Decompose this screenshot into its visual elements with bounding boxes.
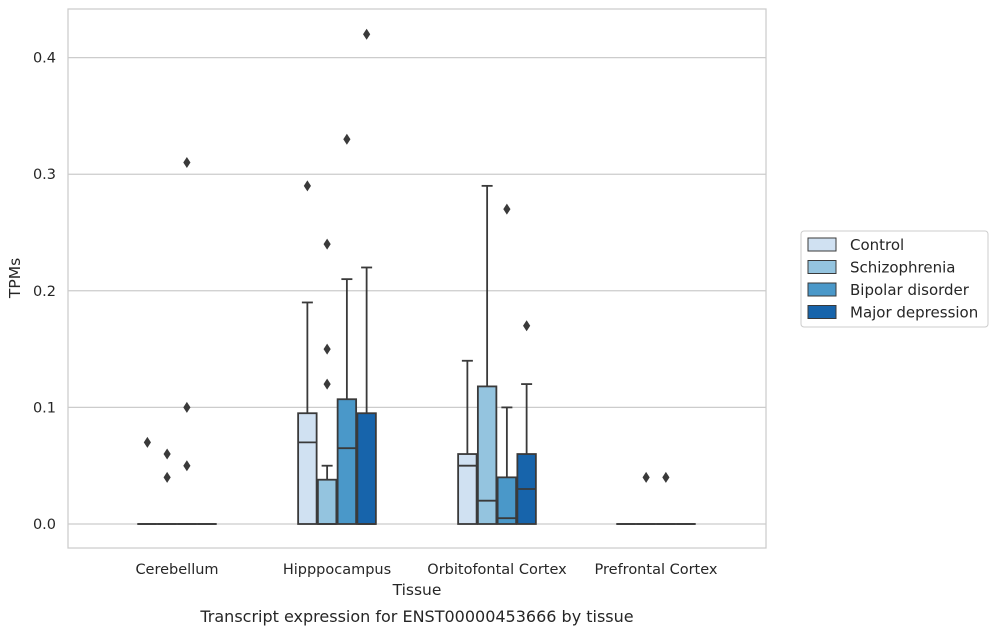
box-body bbox=[457, 453, 478, 525]
box-body bbox=[476, 385, 498, 525]
outlier-point bbox=[183, 157, 191, 169]
box-control-orbitofontal-cortex bbox=[457, 359, 478, 525]
legend-swatch bbox=[807, 282, 837, 297]
box-control-cerebellum bbox=[137, 436, 158, 525]
box-bipolar-disorder-prefrontal-cortex bbox=[655, 471, 677, 525]
outlier-point bbox=[323, 343, 331, 355]
x-axis: Cerebellum Hipppocampus Orbitofontal Corte… bbox=[135, 562, 717, 578]
x-tick-label: Prefrontal Cortex bbox=[595, 562, 718, 578]
box-body bbox=[297, 412, 318, 525]
legend-frame bbox=[800, 230, 989, 328]
legend-swatch bbox=[807, 305, 837, 319]
y-axis-title: TPMs bbox=[6, 258, 24, 299]
box-body bbox=[316, 478, 338, 525]
y-tick-label: 0.1 bbox=[33, 400, 56, 416]
y-tick-label: 0.0 bbox=[33, 517, 56, 533]
x-tick-label: Cerebellum bbox=[135, 562, 218, 578]
outlier-point bbox=[523, 320, 531, 332]
x-tick-label: Hipppocampus bbox=[283, 562, 391, 578]
outlier-point bbox=[183, 460, 191, 472]
legend: Control Schizophrenia Bipolar disorder Majo… bbox=[800, 230, 989, 328]
y-axis: 0.0 0.1 0.2 0.3 0.4 bbox=[33, 51, 56, 533]
outlier-point bbox=[143, 436, 151, 448]
y-tick-label: 0.2 bbox=[33, 284, 56, 300]
legend-swatch bbox=[807, 260, 837, 274]
box-bipolar-disorder-cerebellum bbox=[176, 157, 198, 525]
box-schizophrenia-orbitofontal-cortex bbox=[476, 184, 498, 525]
outlier-point bbox=[662, 471, 670, 483]
legend-label: Major depression bbox=[850, 304, 978, 322]
box-body bbox=[336, 398, 358, 525]
outlier-point bbox=[363, 28, 371, 40]
y-tick-label: 0.3 bbox=[33, 167, 56, 183]
legend-label: Control bbox=[850, 236, 904, 254]
box-body bbox=[496, 476, 518, 525]
box-control-hipppocampus bbox=[297, 180, 318, 525]
box-schizophrenia-cerebellum bbox=[156, 448, 178, 525]
outlier-point bbox=[323, 378, 331, 390]
box-bipolar-disorder-hipppocampus bbox=[336, 133, 358, 525]
legend-swatch bbox=[807, 237, 837, 252]
outlier-point bbox=[163, 471, 171, 483]
legend-label: Bipolar disorder bbox=[850, 281, 970, 299]
x-tick-label: Orbitofontal Cortex bbox=[427, 562, 567, 578]
box-schizophrenia-hipppocampus bbox=[316, 238, 338, 525]
gridlines bbox=[68, 56, 766, 525]
box-schizophrenia-prefrontal-cortex bbox=[635, 471, 657, 525]
outlier-point bbox=[503, 203, 511, 215]
box-body bbox=[356, 412, 377, 525]
x-axis-title: Tissue bbox=[392, 581, 442, 599]
plot-area-frame bbox=[67, 8, 767, 549]
y-tick-label: 0.4 bbox=[33, 51, 56, 67]
outlier-point bbox=[183, 401, 191, 413]
chart-caption: Transcript expression for ENST0000045366… bbox=[199, 607, 633, 626]
box-major-depression-orbitofontal-cortex bbox=[516, 320, 537, 525]
outlier-point bbox=[303, 180, 311, 192]
legend-label: Schizophrenia bbox=[850, 259, 955, 277]
outlier-point bbox=[343, 133, 351, 145]
outlier-point bbox=[642, 471, 650, 483]
box-plots bbox=[137, 28, 696, 525]
box-bipolar-disorder-orbitofontal-cortex bbox=[496, 203, 518, 525]
outlier-point bbox=[323, 238, 331, 250]
box-major-depression-hipppocampus bbox=[356, 28, 377, 525]
outlier-point bbox=[163, 448, 171, 460]
